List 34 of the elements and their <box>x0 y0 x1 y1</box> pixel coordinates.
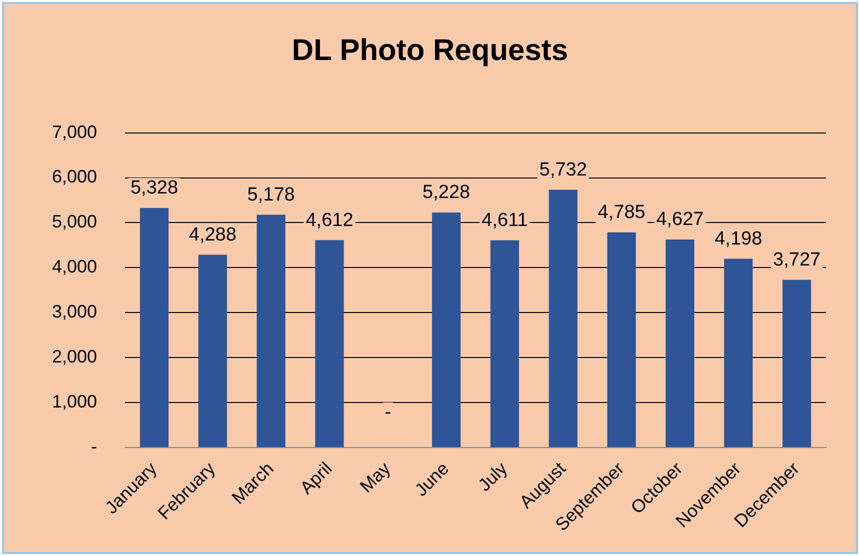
data-label: 5,178 <box>247 184 295 206</box>
data-label: 5,228 <box>422 182 470 204</box>
bar <box>432 212 461 447</box>
bar <box>140 208 169 447</box>
data-label: 4,611 <box>482 210 528 231</box>
y-tick-label: 6,000 <box>52 166 98 187</box>
bar <box>724 258 753 447</box>
data-label: - <box>384 402 392 424</box>
y-tick-label: 2,000 <box>52 346 98 367</box>
y-tick-label: - <box>91 436 98 456</box>
y-tick-label: 5,000 <box>52 212 98 232</box>
bar <box>782 280 812 447</box>
data-label: 5,328 <box>130 178 178 199</box>
data-label: 5,732 <box>539 160 587 181</box>
y-tick-label: 3,000 <box>52 302 98 322</box>
data-label: 4,288 <box>188 224 236 246</box>
bar <box>490 240 520 447</box>
chart-title: DL Photo Requests <box>290 34 570 68</box>
y-tick-label: 1,000 <box>52 391 98 412</box>
data-label: 4,627 <box>656 209 704 230</box>
x-tick-label: July <box>474 458 512 496</box>
bar <box>607 232 636 447</box>
bar <box>548 190 578 447</box>
bar <box>198 254 227 447</box>
x-tick-label: May <box>356 458 394 496</box>
y-tick-label: 4,000 <box>52 256 98 277</box>
data-label: 3,727 <box>773 250 821 271</box>
y-tick-label: 7,000 <box>52 122 98 142</box>
data-label: 4,612 <box>306 210 354 231</box>
bar <box>315 240 344 447</box>
bar <box>666 239 694 447</box>
data-label: 4,785 <box>598 202 646 224</box>
data-label: 4,198 <box>714 228 762 250</box>
bar <box>256 214 286 447</box>
